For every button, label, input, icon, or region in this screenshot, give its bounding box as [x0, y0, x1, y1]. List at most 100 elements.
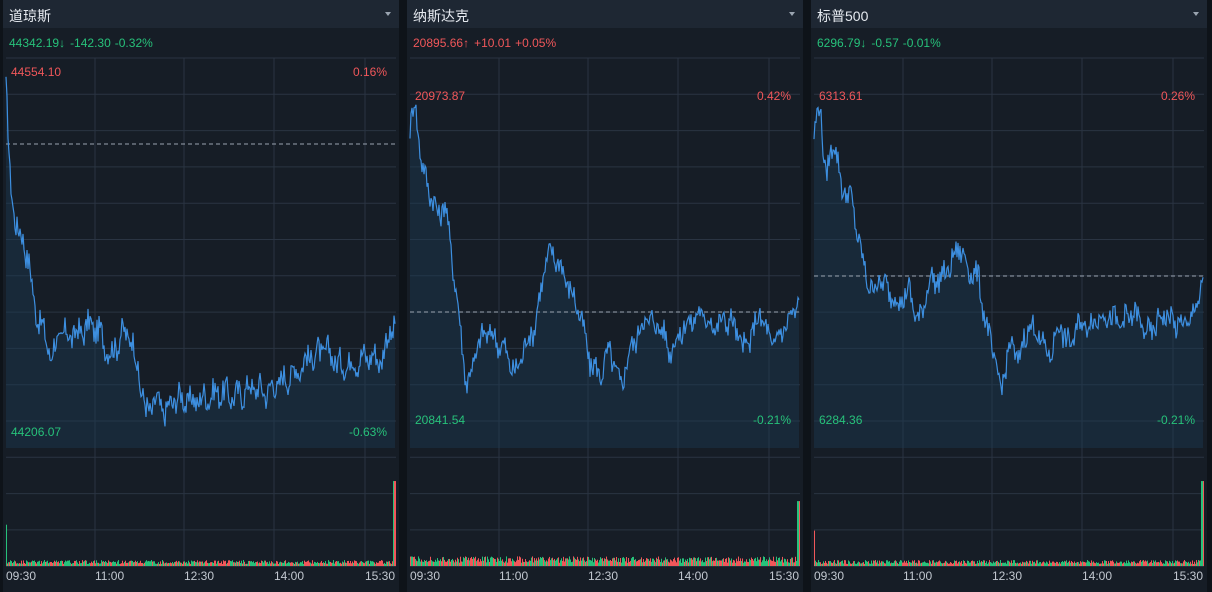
volume-bar — [772, 561, 773, 566]
volume-bar — [1077, 561, 1078, 566]
volume-bar — [364, 563, 365, 566]
volume-bar — [246, 563, 247, 566]
volume-bar — [417, 561, 418, 566]
volume-bar — [266, 562, 267, 566]
volume-bar — [895, 560, 896, 566]
time-tick: 11:00 — [499, 569, 528, 583]
volume-bar — [771, 560, 772, 566]
volume-bar — [830, 561, 831, 566]
volume-bar — [844, 560, 845, 566]
volume-bar — [596, 560, 597, 566]
volume-bar — [31, 561, 32, 566]
volume-bar — [353, 562, 354, 566]
volume-bar — [959, 561, 960, 566]
volume-bar — [994, 562, 995, 566]
panel-nasdaq[interactable]: 纳斯达克 20895.66↑ +10.01 +0.05% 20973.87 0.42… — [407, 0, 803, 592]
volume-bar — [897, 563, 898, 566]
volume-bar — [199, 561, 200, 566]
volume-bar — [774, 561, 775, 566]
volume-bar — [877, 560, 878, 566]
volume-bar — [388, 561, 389, 566]
volume-bar — [342, 561, 343, 566]
volume-bar — [704, 562, 705, 566]
volume-bar — [1134, 561, 1135, 566]
panel-header[interactable]: 纳斯达克 — [407, 0, 803, 28]
volume-bar — [1133, 561, 1134, 566]
panel-header[interactable]: 标普500 — [811, 0, 1207, 28]
volume-bar — [1008, 560, 1009, 566]
volume-bar — [346, 562, 347, 566]
intraday-chart[interactable]: 6313.61 0.26% 6284.36 -0.21% 09:30 11:00… — [811, 0, 1207, 592]
volume-bar — [314, 561, 315, 566]
panel-dow[interactable]: 道琼斯 44342.19↓ -142.30 -0.32% 44554.10 0.16… — [3, 0, 399, 592]
volume-bar — [1080, 561, 1081, 566]
volume-bar — [284, 561, 285, 566]
volume-bar — [562, 560, 563, 566]
volume-bar — [1106, 561, 1107, 566]
volume-bar — [497, 557, 498, 566]
volume-bar — [657, 558, 658, 566]
volume-bar — [93, 561, 94, 566]
volume-bar — [445, 561, 446, 566]
volume-bar — [164, 563, 165, 566]
high-percent: 0.42% — [757, 89, 791, 103]
volume-bar — [1160, 560, 1161, 566]
volume-bar — [1155, 560, 1156, 566]
volume-bar — [65, 560, 66, 566]
volume-bar — [485, 556, 486, 566]
volume-bar — [903, 562, 904, 566]
volume-bar — [1064, 560, 1065, 566]
volume-bar — [889, 561, 890, 566]
volume-bar — [653, 558, 654, 566]
low-percent: -0.21% — [753, 413, 791, 427]
volume-bar — [876, 562, 877, 566]
volume-bar — [514, 561, 515, 566]
volume-bar — [537, 560, 538, 566]
volume-bar — [311, 563, 312, 566]
volume-bar — [1005, 562, 1006, 566]
volume-bar — [92, 562, 93, 566]
volume-bar — [1154, 561, 1155, 566]
volume-bar — [484, 557, 485, 566]
volume-bar — [891, 562, 892, 566]
volume-bar — [780, 561, 781, 566]
volume-bar — [134, 561, 135, 566]
chevron-down-icon[interactable] — [385, 12, 391, 16]
volume-bar — [938, 561, 939, 566]
volume-bar — [30, 562, 31, 566]
panel-sp500[interactable]: 标普500 6296.79↓ -0.57 -0.01% 6313.61 0.26% … — [811, 0, 1207, 592]
volume-bar — [195, 561, 196, 566]
volume-bar — [297, 561, 298, 566]
volume-bar — [1131, 561, 1132, 566]
intraday-chart[interactable]: 20973.87 0.42% 20841.54 -0.21% 09:30 11:… — [407, 0, 803, 592]
volume-bar — [509, 558, 510, 566]
volume-bar — [1153, 560, 1154, 566]
volume-bar — [425, 561, 426, 566]
volume-bar — [307, 561, 308, 566]
volume-bar — [1200, 560, 1201, 566]
volume-bar — [491, 556, 492, 566]
volume-bar — [319, 563, 320, 566]
volume-bar — [1120, 561, 1121, 566]
intraday-chart[interactable]: 44554.10 0.16% 44206.07 -0.63% 09:30 11:… — [3, 0, 399, 592]
volume-bar — [1111, 561, 1112, 566]
volume-bar — [1184, 560, 1185, 566]
high-value: 44554.10 — [11, 65, 61, 79]
chevron-down-icon[interactable] — [1193, 12, 1199, 16]
volume-bar — [1164, 563, 1165, 566]
volume-bar — [384, 562, 385, 566]
chevron-down-icon[interactable] — [789, 12, 795, 16]
volume-bar — [381, 560, 382, 566]
volume-bar — [673, 559, 674, 566]
volume-bar — [219, 563, 220, 566]
volume-bar — [125, 560, 126, 566]
volume-bar — [934, 562, 935, 566]
time-tick: 15:30 — [769, 569, 799, 583]
volume-bar — [1139, 561, 1140, 566]
volume-bar — [886, 560, 887, 566]
volume-bar — [592, 557, 593, 566]
volume-bar — [128, 562, 129, 566]
volume-bar — [315, 562, 316, 566]
panel-header[interactable]: 道琼斯 — [3, 0, 399, 28]
volume-bar — [304, 560, 305, 566]
